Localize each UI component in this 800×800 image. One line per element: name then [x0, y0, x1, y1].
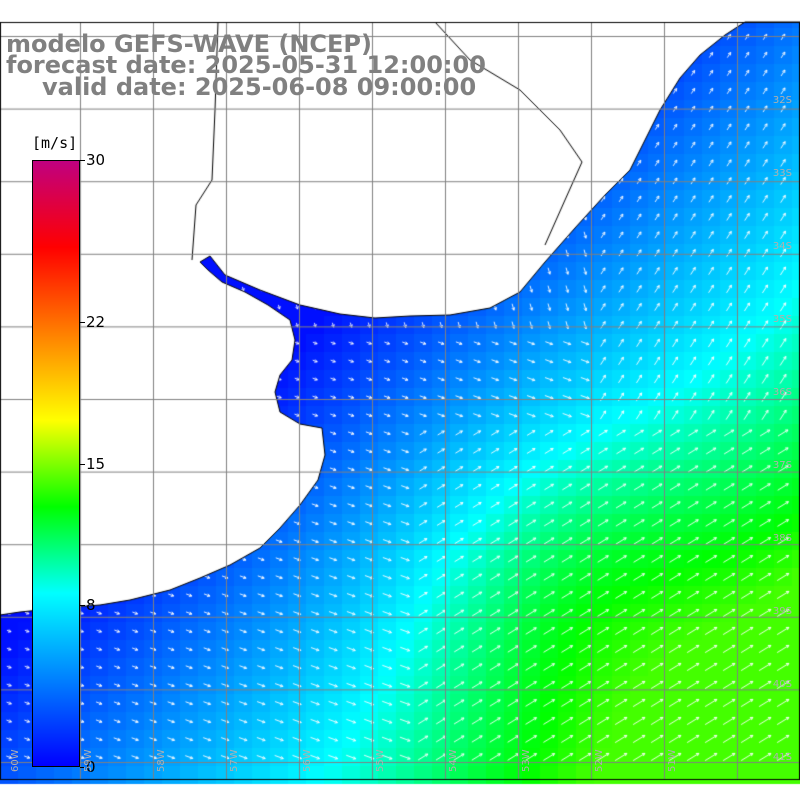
longitude-label: 60W	[10, 749, 21, 772]
colorbar-tick-label: 22	[86, 312, 106, 331]
colorbar-tick-mark	[80, 321, 85, 323]
colorbar-units: [m/s]	[32, 134, 78, 152]
latitude-label: 39S	[772, 606, 792, 617]
model-title: modelo GEFS-WAVE (NCEP)	[6, 30, 372, 58]
longitude-label: 55W	[375, 749, 386, 772]
longitude-label: 51W	[667, 749, 678, 772]
latitude-label: 36S	[772, 387, 792, 398]
longitude-label: 52W	[594, 749, 605, 772]
colorbar-tick-label: 0	[86, 758, 96, 776]
colorbar-tick-mark	[80, 160, 85, 161]
latitude-label: 33S	[772, 168, 792, 179]
longitude-label: 59W	[83, 749, 94, 772]
longitude-label: 53W	[521, 749, 532, 772]
colorbar	[32, 160, 80, 767]
longitude-label: 54W	[448, 749, 459, 772]
colorbar-tick-mark	[80, 463, 85, 465]
colorbar-tick-mark	[80, 767, 85, 768]
valid-date: valid date: 2025-06-08 09:00:00	[42, 73, 477, 101]
latitude-label: 34S	[772, 241, 792, 252]
latitude-label: 38S	[772, 533, 792, 544]
latitude-label: 37S	[772, 460, 792, 471]
latitude-label: 35S	[772, 314, 792, 325]
colorbar-tick-label: 30	[86, 151, 106, 169]
longitude-label: 56W	[302, 749, 313, 772]
colorbar-tick-label: 15	[86, 454, 106, 473]
forecast-date: forecast date: 2025-05-31 12:00:00	[6, 51, 486, 79]
longitude-label: 58W	[156, 749, 167, 772]
latitude-label: 32S	[772, 95, 792, 106]
latitude-label: 41S	[772, 752, 792, 763]
colorbar-tick-label: 8	[86, 596, 96, 615]
latitude-label: 40S	[772, 679, 792, 690]
longitude-label: 57W	[229, 749, 240, 772]
colorbar-tick-mark	[80, 605, 85, 607]
